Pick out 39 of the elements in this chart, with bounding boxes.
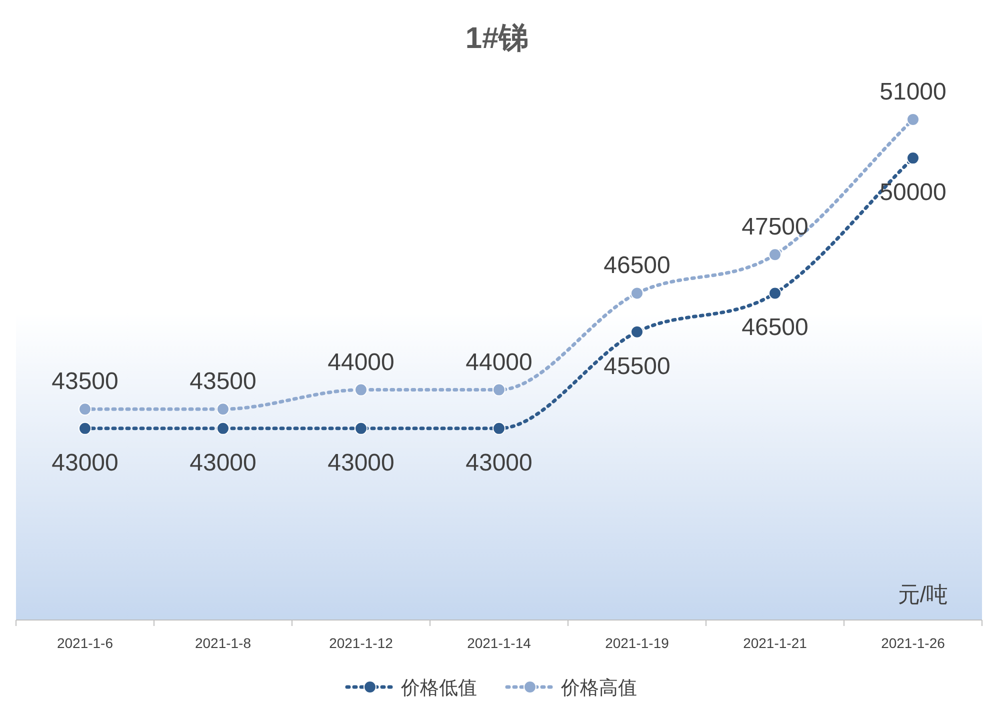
data-label: 47500 xyxy=(742,214,808,241)
data-label: 44000 xyxy=(466,348,532,376)
point xyxy=(906,152,920,165)
chart-title: 1#锑 xyxy=(465,22,529,55)
x-tick-label: 2021-1-8 xyxy=(194,635,252,651)
x-tick-label: 2021-1-21 xyxy=(743,635,808,651)
data-label: 43500 xyxy=(52,368,118,396)
point xyxy=(354,422,368,435)
data-label: 50000 xyxy=(880,179,946,206)
data-label: 46500 xyxy=(742,314,808,342)
data-label: 43000 xyxy=(466,449,532,476)
x-tick-label: 2021-1-19 xyxy=(605,635,670,651)
point xyxy=(906,112,920,126)
point xyxy=(768,286,782,300)
point xyxy=(630,286,644,300)
x-tick-label: 2021-1-6 xyxy=(56,635,114,651)
point xyxy=(354,383,368,396)
text: 元/吨 xyxy=(898,582,948,607)
data-label: 51000 xyxy=(880,78,946,106)
legend-label: 价格低值 xyxy=(400,678,477,699)
data-label: 43000 xyxy=(190,449,256,476)
point xyxy=(78,402,92,416)
data-label: 43000 xyxy=(328,449,394,476)
point xyxy=(492,383,506,396)
point xyxy=(492,422,506,435)
data-label: 46500 xyxy=(604,252,670,280)
point xyxy=(216,402,230,416)
data-label: 43500 xyxy=(190,368,256,396)
point xyxy=(216,422,230,435)
legend-label: 价格高值 xyxy=(560,677,637,699)
x-tick-label: 2021-1-26 xyxy=(881,635,946,651)
point xyxy=(78,422,92,435)
data-label: 45500 xyxy=(604,352,670,380)
point xyxy=(630,325,644,338)
x-tick-label: 2021-1-14 xyxy=(467,635,532,651)
data-label: 43000 xyxy=(52,449,118,476)
data-label: 44000 xyxy=(328,348,394,376)
point xyxy=(768,248,782,262)
x-tick-label: 2021-1-12 xyxy=(329,635,394,651)
